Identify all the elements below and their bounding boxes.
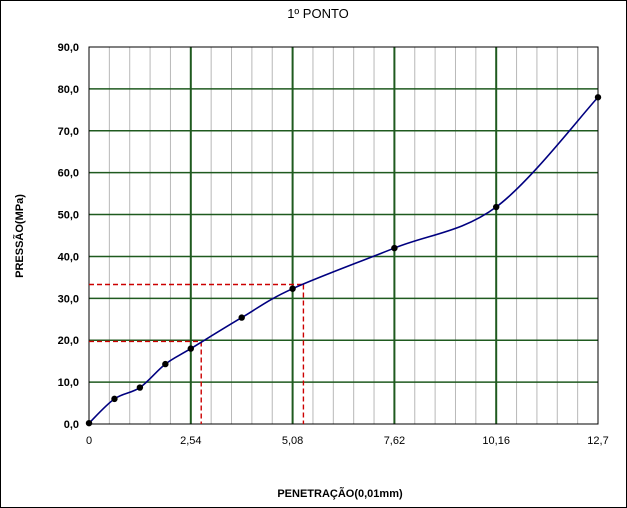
y-tick-label: 70,0 <box>58 126 79 138</box>
y-tick-label: 60,0 <box>58 168 79 180</box>
y-tick-label: 90,0 <box>58 42 79 54</box>
grid-major <box>89 47 598 424</box>
x-tick-label: 7,62 <box>384 435 405 447</box>
data-point <box>162 360 169 368</box>
y-tick-label: 80,0 <box>58 84 79 96</box>
x-axis-label: PENETRAÇÃO(0,01mm) <box>277 487 403 500</box>
data-point <box>187 345 194 352</box>
data-point <box>493 203 500 211</box>
plot-area <box>88 46 599 425</box>
x-tick-label: 2,54 <box>180 435 201 447</box>
x-tick-label: 10,16 <box>482 435 510 447</box>
data-point <box>289 285 296 292</box>
data-point <box>136 384 144 391</box>
y-tick-label: 40,0 <box>58 251 79 263</box>
data-point <box>238 314 245 321</box>
data-point <box>594 94 602 101</box>
y-tick-label: 30,0 <box>58 293 79 305</box>
y-tick-labels: 0,0 10,0 20,0 30,0 40,0 50,0 60,0 70,0 80,0 90,0 <box>58 42 79 431</box>
grid-minor <box>108 47 579 424</box>
y-tick-label: 10,0 <box>58 377 79 389</box>
series-line <box>88 96 599 424</box>
chart-title: 1º PONTO <box>287 6 349 21</box>
data-point <box>111 395 118 403</box>
y-axis-label: PRESSÃO(MPa) <box>13 194 26 278</box>
data-markers <box>85 94 602 427</box>
x-tick-label: 5,08 <box>282 435 303 447</box>
x-tick-labels: 0 2,54 5,08 7,62 10,16 12,7 <box>86 435 609 447</box>
y-tick-label: 20,0 <box>58 335 79 347</box>
x-tick-label: 12,7 <box>587 435 608 447</box>
y-tick-label: 0,0 <box>64 419 79 431</box>
x-tick-label: 0 <box>86 435 92 447</box>
data-point <box>85 419 93 427</box>
reference-lines <box>89 283 305 424</box>
y-tick-label: 50,0 <box>58 210 79 222</box>
data-point <box>391 244 398 252</box>
